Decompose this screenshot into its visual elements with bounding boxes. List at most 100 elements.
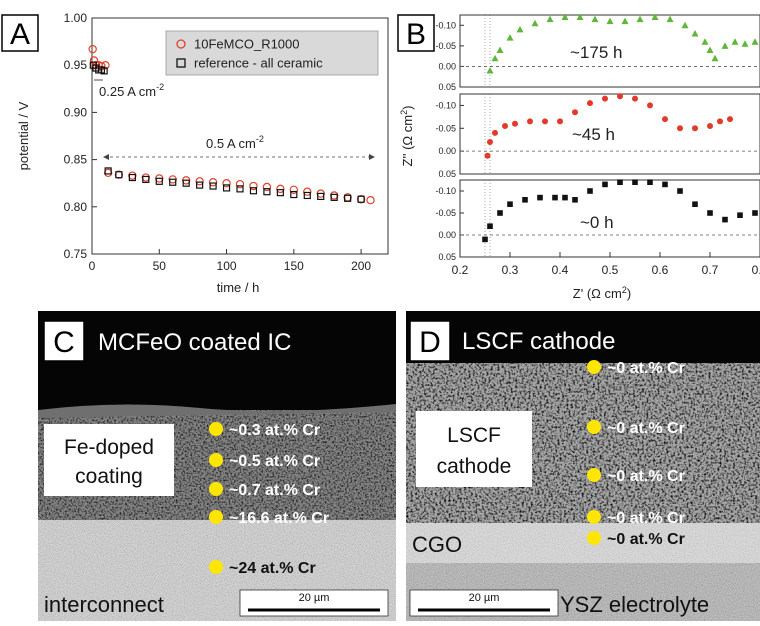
- panel-d: D LSCF cathode LSCF cathode ~0 at.% Cr~0…: [406, 311, 760, 621]
- b-point-triangle: [486, 67, 494, 74]
- b-point-circle: [602, 95, 608, 102]
- b-point-square: [572, 197, 578, 203]
- label-0h: ~0 h: [580, 213, 614, 232]
- b-point-square: [587, 188, 593, 194]
- a-point-circle: [316, 189, 325, 198]
- b-x-tick-label: 0.8: [752, 263, 760, 277]
- panel-a-letter: A: [10, 18, 30, 51]
- a-point-square: [357, 195, 365, 203]
- b-y-tick-label: -0.10: [435, 186, 456, 196]
- svg-text:0.25 A cm-2: 0.25 A cm-2: [99, 82, 164, 99]
- b-point-circle: [677, 125, 683, 132]
- b-point-square: [552, 194, 558, 201]
- a-point-square: [100, 67, 108, 75]
- a-point-square: [317, 192, 325, 201]
- a-point-circle: [289, 185, 299, 195]
- a-point-square: [115, 171, 123, 179]
- c-point-dot: [209, 560, 223, 574]
- b-point-circle: [727, 116, 733, 123]
- b-point-circle: [487, 139, 493, 145]
- c-bottom-label: interconnect: [44, 592, 164, 617]
- a-x-tick-label: 0: [89, 259, 96, 273]
- b-point-square: [707, 210, 713, 216]
- a-point-circle: [101, 60, 110, 70]
- b-point-circle: [647, 102, 653, 109]
- b-point-triangle: [591, 15, 599, 23]
- a-point-square: [155, 177, 163, 185]
- a-point-circle: [249, 181, 258, 191]
- panel-a-x-label: time / h: [217, 280, 260, 295]
- a-point-square: [249, 187, 258, 195]
- a-y-tick-label: 0.85: [64, 153, 88, 167]
- a-y-tick-label: 0.90: [64, 105, 88, 119]
- panel-a-points: [88, 44, 375, 205]
- b-point-square: [617, 179, 623, 185]
- b-point-triangle: [576, 13, 584, 21]
- c-point-label: ~0.5 at.% Cr: [229, 453, 320, 470]
- a-x-tick-label: 150: [284, 259, 304, 273]
- d-point-label: ~0 at.% Cr: [607, 360, 685, 377]
- d-label-line-2: cathode: [437, 455, 512, 478]
- b-point-triangle: [606, 17, 614, 25]
- b-point-circle: [617, 93, 623, 100]
- b-point-square: [692, 201, 698, 207]
- b-x-tick-label: 0.5: [602, 263, 619, 277]
- c-point-label: ~24 at.% Cr: [229, 560, 316, 577]
- a-point-square: [169, 178, 177, 186]
- c-measurement-points: ~0.3 at.% Cr ~0.5 at.% Cr ~0.7 at.% Cr ~16.…: [209, 422, 329, 577]
- b-point-square: [722, 216, 728, 223]
- b-point-square: [507, 201, 513, 207]
- b-point-circle: [717, 118, 723, 125]
- a-point-circle: [208, 178, 218, 187]
- c-label-box: [44, 424, 174, 496]
- panel-b-plot-45h: [459, 93, 760, 175]
- a-point-circle: [276, 184, 285, 194]
- c-point-dot: [209, 453, 223, 467]
- panel-d-letter: D: [419, 326, 441, 359]
- panel-b-x-label: Z' (Ω cm2): [573, 285, 631, 301]
- panel-c-title: MCFeO coated IC: [98, 329, 291, 356]
- c-label-line-1: Fe-doped: [64, 436, 154, 459]
- label-175h: ~175 h: [570, 43, 622, 62]
- b-point-square: [537, 194, 543, 201]
- b-point-triangle: [741, 40, 749, 47]
- d-bottom-label: YSZ electrolyte: [560, 592, 709, 617]
- panel-a-letter-box: [1, 14, 39, 52]
- b-point-square: [497, 210, 503, 216]
- b-x-tick-label: 0.6: [652, 263, 669, 277]
- b-point-triangle: [651, 13, 659, 21]
- panel-d-letter-box: [409, 320, 451, 362]
- panel-b: B -0.10-0.050.000.05-0.10-0.050.000.05-0…: [397, 13, 760, 301]
- panel-a-plot-frame: [91, 17, 389, 255]
- b-y-tick-label: 0.05: [438, 169, 456, 179]
- b-point-triangle: [516, 25, 524, 33]
- d-cgo-texture: [406, 523, 760, 563]
- panel-c: C MCFeO coated IC Fe-doped coating ~0.3 …: [38, 311, 396, 621]
- panel-b-plot-175h: [459, 14, 760, 88]
- a-point-square: [209, 182, 217, 190]
- b-point-circle: [632, 95, 638, 102]
- b-x-tick-label: 0.4: [552, 263, 569, 277]
- c-point-dot: [209, 482, 223, 496]
- c-point-dot: [209, 510, 223, 524]
- b-y-tick-label: 0.05: [438, 252, 456, 262]
- a-point-circle: [88, 44, 97, 54]
- annotation-current-2: 0.5 A cm-2: [103, 134, 375, 160]
- b-point-circle: [484, 152, 491, 159]
- d-cgo-label: CGO: [412, 532, 462, 557]
- b-point-triangle: [731, 38, 739, 45]
- b-point-triangle: [721, 42, 729, 49]
- a-point-circle: [303, 187, 312, 196]
- panel-a: A 0 50 100 150 200 0.75 0.80 0.85 0.90 0.95 1.00 p…: [1, 11, 389, 295]
- b-point-circle: [512, 120, 518, 127]
- panel-c-letter: C: [53, 326, 75, 359]
- d-label-line-1: LSCF: [447, 424, 501, 447]
- d-point-dot: [587, 468, 601, 482]
- c-point-dot: [209, 422, 223, 436]
- b-x-tick-label: 0.3: [502, 263, 519, 277]
- panel-a-legend: 10FeMCO_R1000 reference - all ceramic: [165, 30, 379, 76]
- b-y-tick-label: 0.00: [438, 230, 456, 240]
- c-point-label: ~0.7 at.% Cr: [229, 482, 320, 499]
- d-measurement-points: ~0 at.% Cr ~0 at.% Cr ~0 at.% Cr ~0 at.% Cr…: [587, 360, 685, 548]
